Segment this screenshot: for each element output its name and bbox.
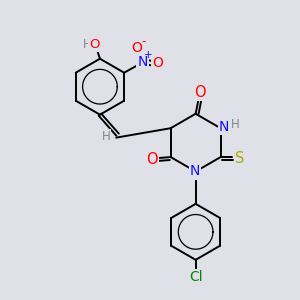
Text: H: H xyxy=(101,130,110,143)
Text: O: O xyxy=(152,56,163,70)
Text: Cl: Cl xyxy=(189,271,202,284)
Text: -: - xyxy=(141,35,146,48)
Text: N: N xyxy=(190,164,200,178)
Text: O: O xyxy=(147,152,158,167)
Text: H: H xyxy=(83,38,92,51)
Text: O: O xyxy=(89,38,99,51)
Text: +: + xyxy=(144,50,153,60)
Text: N: N xyxy=(219,120,229,134)
Text: N: N xyxy=(137,55,148,68)
Text: O: O xyxy=(194,85,206,100)
Text: H: H xyxy=(230,118,239,131)
Text: S: S xyxy=(235,151,244,166)
Text: O: O xyxy=(132,41,142,55)
